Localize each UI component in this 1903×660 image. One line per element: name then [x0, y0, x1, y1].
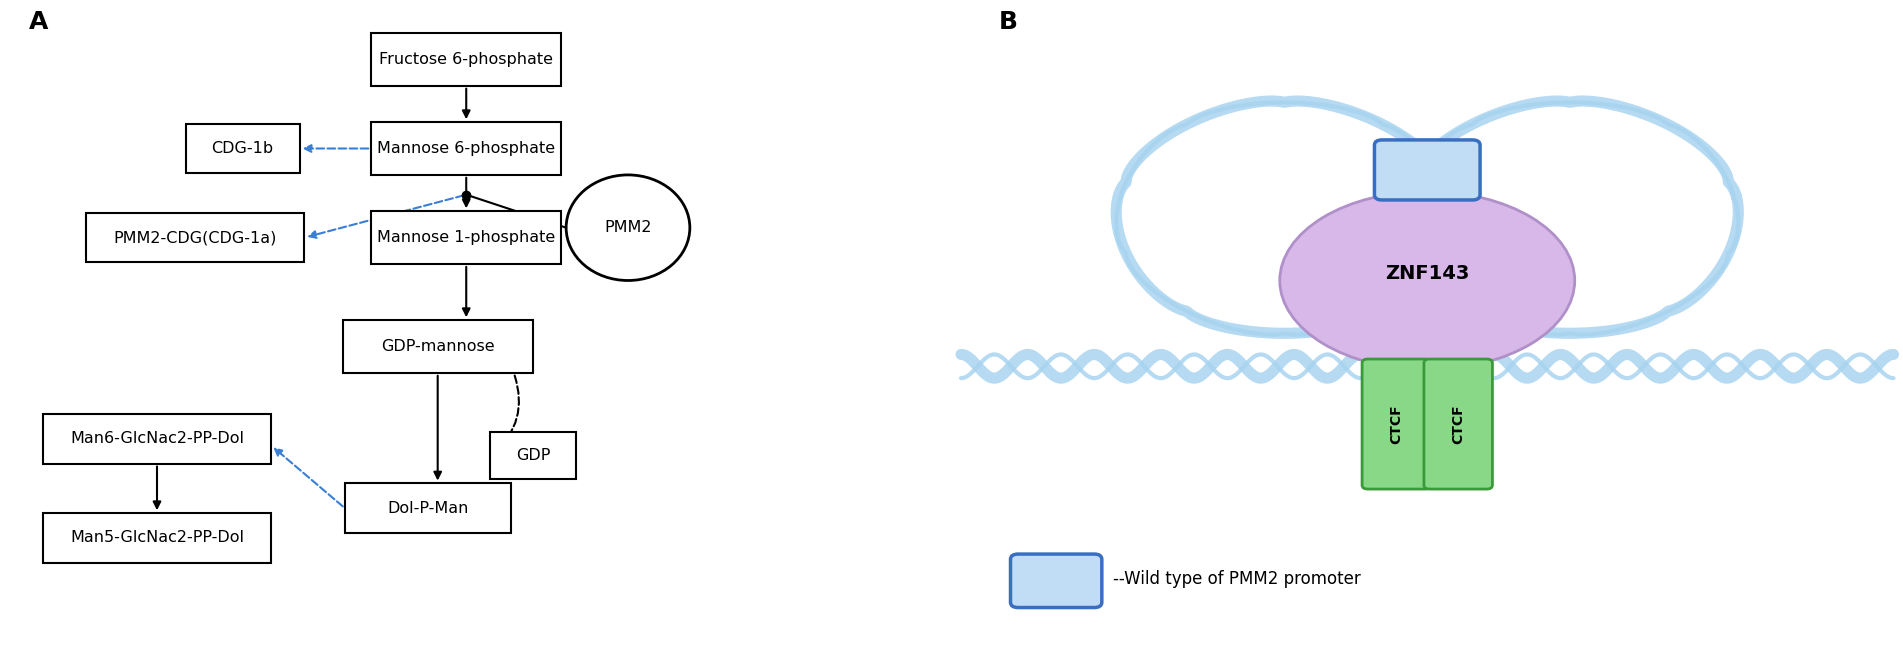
FancyBboxPatch shape [42, 414, 270, 463]
Text: Man5-GlcNac2-PP-Dol: Man5-GlcNac2-PP-Dol [70, 531, 244, 545]
FancyBboxPatch shape [1423, 359, 1492, 489]
FancyBboxPatch shape [1374, 140, 1481, 200]
Text: Mannose 6-phosphate: Mannose 6-phosphate [377, 141, 556, 156]
FancyBboxPatch shape [1010, 554, 1102, 607]
Text: GDP-mannose: GDP-mannose [381, 339, 495, 354]
FancyBboxPatch shape [42, 513, 270, 562]
Text: Dol-P-Man: Dol-P-Man [388, 501, 468, 515]
FancyBboxPatch shape [371, 122, 561, 175]
Text: PMM2-CDG(CDG-1a): PMM2-CDG(CDG-1a) [114, 230, 276, 245]
FancyBboxPatch shape [371, 211, 561, 264]
Text: GDP: GDP [516, 448, 550, 463]
Ellipse shape [1279, 191, 1576, 370]
FancyBboxPatch shape [185, 124, 299, 173]
Text: --Wild type of PMM2 promoter: --Wild type of PMM2 promoter [1113, 570, 1361, 589]
Text: ZNF143: ZNF143 [1385, 265, 1469, 283]
FancyBboxPatch shape [1363, 359, 1431, 489]
FancyBboxPatch shape [86, 213, 304, 262]
Text: PMM2: PMM2 [605, 220, 651, 235]
Text: B: B [999, 10, 1018, 34]
Text: A: A [29, 10, 48, 34]
Ellipse shape [567, 175, 689, 280]
FancyBboxPatch shape [491, 432, 575, 478]
Text: CTCF: CTCF [1389, 404, 1403, 444]
Text: CTCF: CTCF [1452, 404, 1465, 444]
Text: CDG-1b: CDG-1b [211, 141, 274, 156]
Text: Man6-GlcNac2-PP-Dol: Man6-GlcNac2-PP-Dol [70, 432, 244, 446]
Text: Fructose 6-phosphate: Fructose 6-phosphate [379, 52, 554, 67]
Text: Mannose 1-phosphate: Mannose 1-phosphate [377, 230, 556, 245]
FancyBboxPatch shape [344, 483, 512, 533]
FancyBboxPatch shape [343, 320, 533, 373]
FancyBboxPatch shape [371, 33, 561, 86]
